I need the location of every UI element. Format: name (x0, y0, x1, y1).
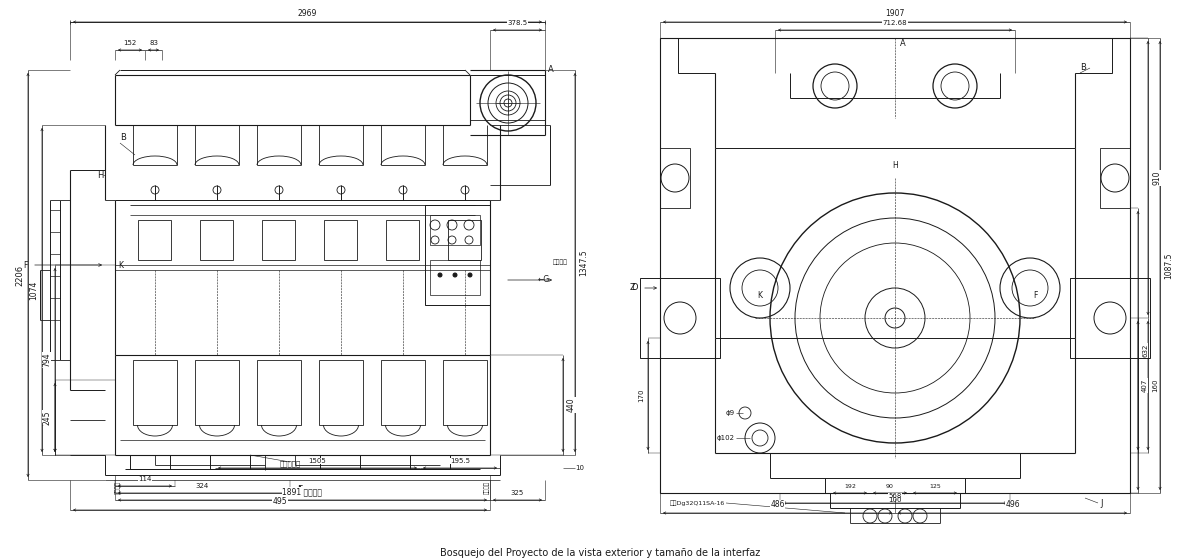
Text: 10: 10 (575, 465, 584, 471)
Text: 486: 486 (770, 500, 785, 509)
Text: D: D (631, 283, 638, 292)
Text: ϕ9: ϕ9 (726, 410, 734, 416)
Text: 曲轴中心: 曲轴中心 (553, 259, 568, 265)
Text: H: H (892, 161, 898, 170)
Bar (425, 205, 490, 305)
Text: B: B (120, 133, 126, 142)
Text: J: J (1100, 498, 1103, 507)
Circle shape (454, 273, 457, 277)
Bar (640, 278, 720, 358)
Text: 245: 245 (42, 410, 50, 424)
Text: 机体端面: 机体端面 (485, 482, 490, 494)
Bar (1100, 148, 1130, 208)
Text: 170: 170 (638, 389, 644, 402)
Circle shape (438, 273, 442, 277)
Text: 378.5: 378.5 (508, 20, 528, 26)
Bar (382, 360, 425, 425)
Text: 机体端面: 机体端面 (115, 482, 121, 494)
Text: 1087.5: 1087.5 (1164, 252, 1174, 279)
Bar (1070, 278, 1150, 358)
Text: 90: 90 (886, 484, 894, 489)
Text: 2969: 2969 (298, 9, 317, 18)
Text: 152: 152 (124, 40, 137, 46)
Bar (130, 455, 170, 469)
Bar (430, 215, 480, 245)
Text: K: K (118, 260, 124, 269)
Text: H: H (97, 170, 103, 180)
Bar (133, 360, 178, 425)
Text: 1907: 1907 (886, 9, 905, 18)
Text: 160: 160 (1152, 379, 1158, 392)
Text: 100: 100 (888, 497, 901, 503)
Bar (262, 220, 295, 260)
Text: 114: 114 (138, 476, 151, 482)
Text: 1505: 1505 (308, 458, 326, 464)
Text: 球阀Dg32Q11SA-16: 球阀Dg32Q11SA-16 (670, 500, 725, 506)
Text: 83: 83 (149, 40, 158, 46)
Text: A: A (900, 39, 906, 48)
Text: A: A (548, 66, 553, 74)
Bar (319, 360, 364, 425)
Text: 632: 632 (1142, 344, 1148, 357)
Text: 910: 910 (1152, 171, 1162, 185)
Bar (257, 360, 301, 425)
Bar (320, 455, 360, 469)
Text: 1347.5: 1347.5 (580, 249, 588, 276)
Text: Bosquejo del Proyecto de la vista exterior y tamaño de la interfaz: Bosquejo del Proyecto de la vista exteri… (440, 548, 760, 558)
Text: ϕ102: ϕ102 (718, 435, 734, 441)
Text: 324: 324 (196, 483, 209, 489)
Text: 2206: 2206 (14, 264, 24, 286)
Text: 325: 325 (511, 490, 524, 496)
Text: E: E (298, 486, 302, 494)
Text: ←G: ←G (538, 276, 550, 284)
Text: 712.68: 712.68 (883, 20, 907, 26)
Text: 195.5: 195.5 (450, 458, 470, 464)
Text: 568: 568 (888, 493, 901, 499)
Bar (138, 220, 172, 260)
Text: 125: 125 (929, 484, 941, 489)
Text: B: B (1080, 63, 1086, 72)
Text: 495: 495 (272, 497, 287, 506)
Bar (324, 220, 358, 260)
Text: Z: Z (629, 283, 635, 292)
Text: K: K (757, 292, 762, 301)
Text: 794: 794 (42, 353, 50, 367)
Bar (386, 220, 419, 260)
Bar (448, 220, 481, 260)
Bar (194, 360, 239, 425)
Bar (410, 455, 450, 469)
Bar (660, 148, 690, 208)
Text: 1891 机体长度: 1891 机体长度 (282, 487, 323, 496)
Text: 440: 440 (568, 398, 576, 412)
Text: 1074: 1074 (29, 281, 38, 300)
Bar (443, 360, 487, 425)
Text: F: F (24, 260, 28, 269)
Text: F: F (1033, 292, 1037, 301)
Text: 机油加油口: 机油加油口 (280, 460, 301, 466)
Text: 407: 407 (1142, 379, 1148, 392)
Text: 496: 496 (1006, 500, 1020, 509)
Bar (210, 455, 250, 469)
Bar (660, 38, 1130, 493)
Bar (430, 260, 480, 295)
Bar (200, 220, 233, 260)
Text: 192: 192 (844, 484, 856, 489)
Circle shape (468, 273, 472, 277)
